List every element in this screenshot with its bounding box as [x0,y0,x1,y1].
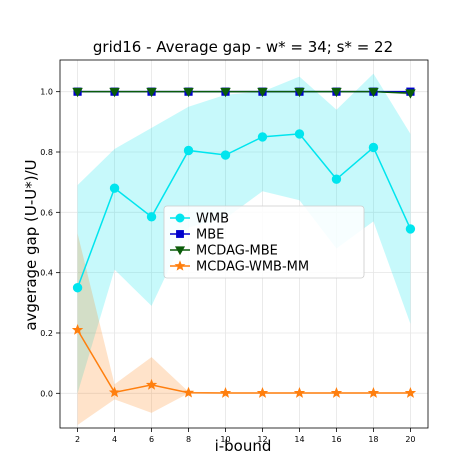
wmb-point [220,150,231,160]
y-tick-label: 0.4 [40,269,53,278]
mcdag-mbe-point [109,87,120,98]
y-tick-label: 0.2 [40,329,53,338]
wmb-point [257,132,268,142]
series-lines [76,90,412,394]
mcdag-wmb-mm-point [71,324,84,335]
axis-ticks: 2 4 6 8 10 12 14 16 18 20 0.0 0.2 0.4 0.6 0.8 1.0 [40,88,415,444]
mcdag-mbe-point [183,87,194,98]
mcdag-mbe-point [72,87,83,98]
mcdag-wmb-mm-point [108,386,121,398]
x-tick-label: 20 [405,435,415,444]
wmb-point [368,142,379,153]
mcdag-wmb-mm-point [330,387,343,398]
mcdag-wmb-mm-band [77,233,411,425]
wmb-point [294,129,305,139]
legend-marker-mbe [176,230,184,238]
wmb-point [183,145,194,156]
y-tick-label: 0.0 [40,389,53,398]
x-tick-label: 2 [75,435,80,444]
mcdag-mbe-line [77,90,411,94]
mcdag-mbe-point [257,87,268,98]
y-tick-label: 1.0 [40,88,53,97]
x-tick-label: 12 [257,435,267,444]
mcdag-wmb-mm-point [182,386,195,398]
y-tick-label: 0.8 [40,148,53,157]
mcdag-wmb-mm-point [293,387,306,398]
legend-marker-mcdag-wmb-mm [174,260,186,271]
wmb-point [109,183,120,193]
x-tick-label: 8 [186,435,191,444]
y-axis-label: avgerage gap (U-U*)/U [22,159,40,330]
mcdag-mbe-point [331,87,342,98]
legend-label-wmb: WMB [196,212,229,227]
mcdag-mbe-point [368,87,379,98]
x-tick-label: 4 [112,435,117,444]
mcdag-wmb-mm-point [367,387,380,398]
x-tick-label: 16 [331,435,341,444]
legend-marker-mcdag-mbe [174,246,186,256]
chart-title: grid16 - Average gap - w* = 34; s* = 22 [93,38,393,56]
legend-marker-wmb [175,213,185,223]
wmb-point [331,174,342,184]
x-tick-label: 6 [149,435,154,444]
wmb-point [405,224,416,234]
plot-frame [59,59,429,429]
wmb-point [146,212,157,222]
mcdag-mbe-point [294,87,305,98]
legend-label-mbe: MBE [196,228,224,243]
legend-box [163,205,365,279]
wmb-line [76,133,412,288]
series-markers [71,87,417,398]
wmb-band [77,73,411,394]
x-tick-label: 10 [220,435,230,444]
x-tick-label: 14 [294,435,304,444]
y-tick-label: 0.6 [40,208,53,217]
mcdag-mbe-point [146,87,157,98]
x-axis-label: i-bound [215,437,272,455]
wmb-point [72,283,83,293]
mcdag-mbe-point [220,87,231,98]
mcdag-mbe-point [405,89,416,99]
mcdag-wmb-mm-line [76,329,411,394]
mcdag-wmb-mm-point [256,387,269,398]
mcdag-wmb-mm-point [404,387,417,398]
mcdag-wmb-mm-point [219,387,232,398]
legend-label-mcdag-mbe: MCDAG-MBE [196,244,278,259]
legend-label-mcdag-wmb-mm: MCDAG-WMB-MM [196,260,309,275]
mcdag-wmb-mm-point [145,378,158,390]
x-tick-label: 18 [368,435,378,444]
